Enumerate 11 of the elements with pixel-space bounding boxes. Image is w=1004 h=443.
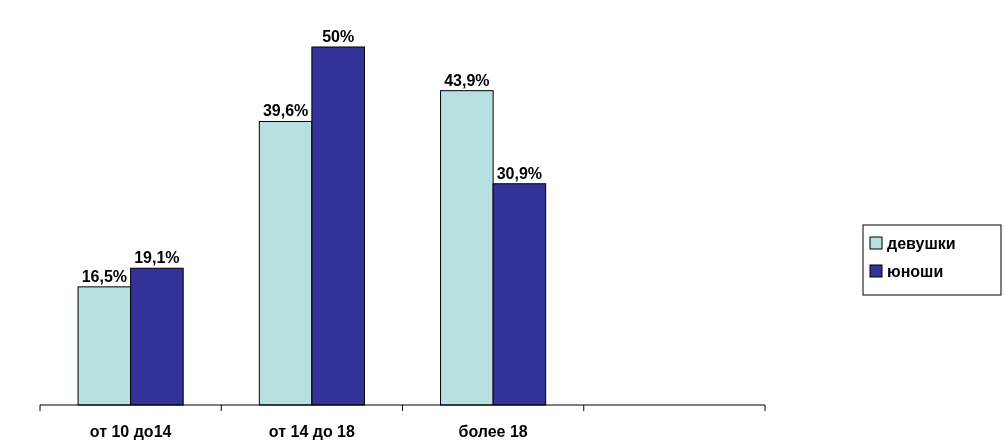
x-tick-label: от 14 до 18 [268,423,356,440]
legend-label: юноши [887,263,944,280]
data-label: 50% [322,28,355,45]
data-label: 39,6% [262,102,309,120]
data-label: 43,9% [444,71,490,89]
x-tick-label: от 10 до14 [89,423,172,440]
data-label: 30,9% [496,164,543,182]
data-label: 19,1% [134,249,180,267]
legend-label: девушки [887,235,956,252]
data-label: 16,5% [81,267,128,285]
x-tick-label: более 18 [458,423,528,440]
